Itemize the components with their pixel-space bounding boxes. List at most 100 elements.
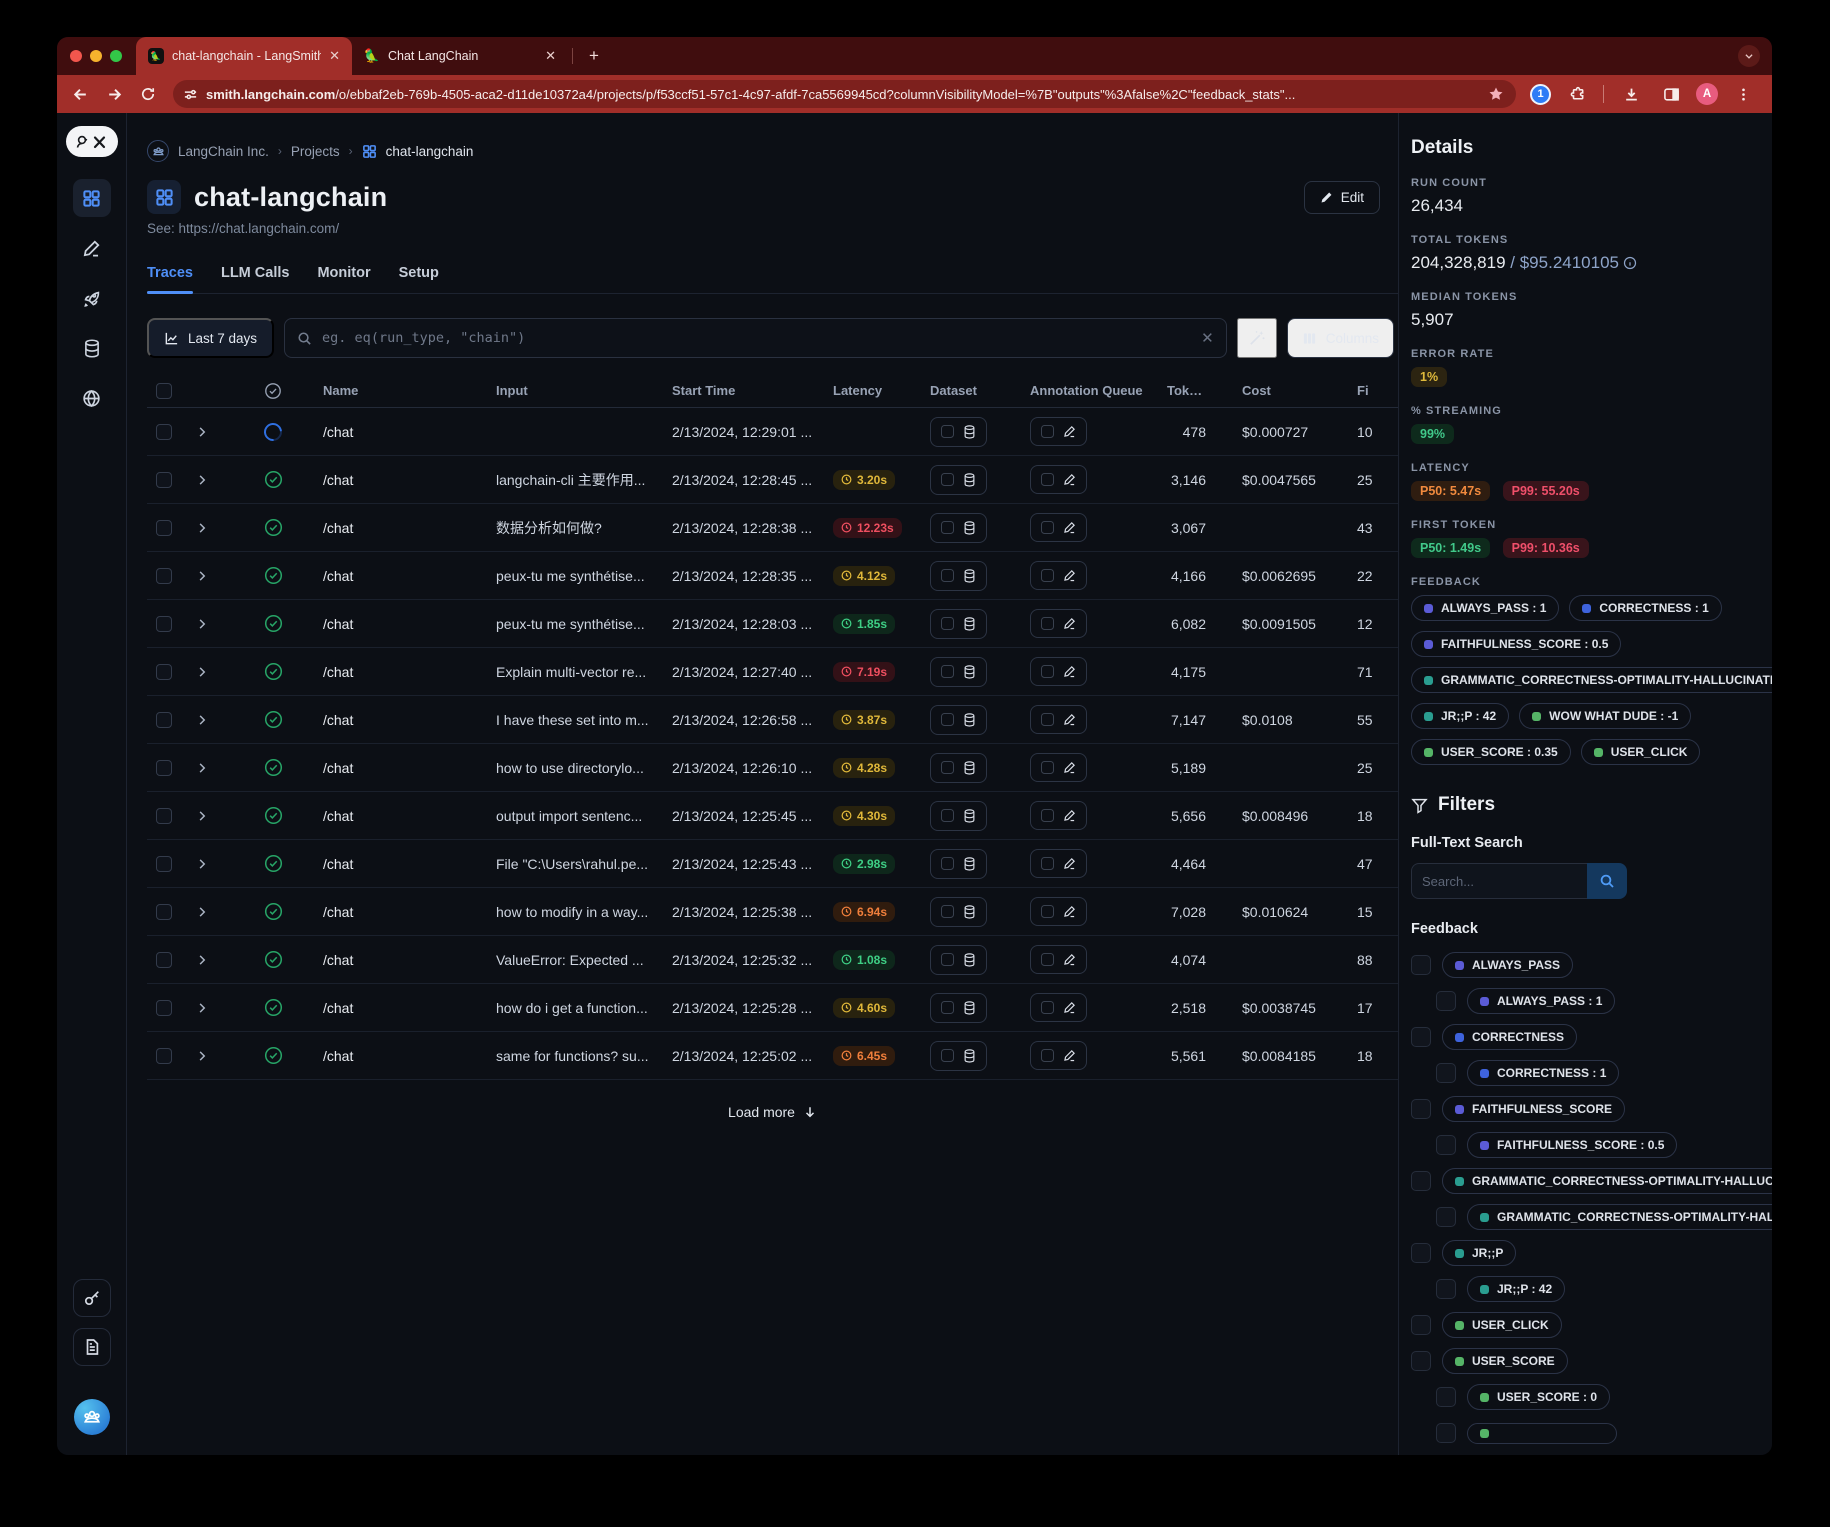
column-header-input[interactable]: Input xyxy=(496,383,528,398)
full-text-search-button[interactable] xyxy=(1587,863,1627,899)
run-name[interactable]: /chat xyxy=(323,807,354,824)
dataset-checkbox[interactable] xyxy=(941,1049,954,1062)
table-row[interactable]: /chat output import sentenc... 2/13/2024… xyxy=(147,792,1398,840)
filter-checkbox[interactable] xyxy=(1436,1063,1456,1083)
feedback-badge[interactable]: USER_CLICK xyxy=(1442,1312,1562,1338)
tab-traces[interactable]: Traces xyxy=(147,265,193,294)
feedback-badge[interactable]: USER_CLICK xyxy=(1580,739,1701,765)
dataset-checkbox[interactable] xyxy=(941,857,954,870)
column-header-latency[interactable]: Latency xyxy=(833,383,883,398)
tab-close-icon[interactable]: ✕ xyxy=(329,48,340,63)
row-expand-chevron-icon[interactable] xyxy=(181,858,223,870)
load-more-button[interactable]: Load more xyxy=(147,1092,1398,1132)
close-window-button[interactable] xyxy=(70,50,82,62)
url-text[interactable]: smith.langchain.com/o/ebbaf2eb-769b-4505… xyxy=(206,86,1296,102)
feedback-badge[interactable]: CORRECTNESS : 1 xyxy=(1569,595,1722,621)
add-to-annotation-queue-control[interactable] xyxy=(1030,849,1087,878)
sidebar-item-deployments[interactable] xyxy=(73,279,111,317)
new-tab-button[interactable]: + xyxy=(589,46,599,65)
row-expand-chevron-icon[interactable] xyxy=(181,714,223,726)
browser-tab-inactive[interactable]: 🦜 Chat LangChain ✕ xyxy=(352,37,568,75)
add-to-annotation-queue-control[interactable] xyxy=(1030,897,1087,926)
row-checkbox[interactable] xyxy=(156,1047,172,1064)
feedback-badge[interactable]: JR;;P : 42 xyxy=(1411,703,1510,729)
dataset-checkbox[interactable] xyxy=(941,1001,954,1014)
run-name[interactable]: /chat xyxy=(323,759,354,776)
maximize-window-button[interactable] xyxy=(110,50,122,62)
add-to-annotation-queue-control[interactable] xyxy=(1030,465,1087,494)
annotation-checkbox[interactable] xyxy=(1041,473,1054,486)
bookmark-star-icon[interactable] xyxy=(1488,86,1504,102)
run-name[interactable]: /chat xyxy=(323,903,354,920)
row-checkbox[interactable] xyxy=(156,951,172,968)
table-row[interactable]: /chat same for functions? su... 2/13/202… xyxy=(147,1032,1398,1080)
add-to-dataset-control[interactable] xyxy=(930,896,987,927)
add-to-annotation-queue-control[interactable] xyxy=(1030,753,1087,782)
feedback-badge[interactable]: USER_SCORE : 0 xyxy=(1467,1384,1611,1410)
dataset-checkbox[interactable] xyxy=(941,713,954,726)
dataset-checkbox[interactable] xyxy=(941,425,954,438)
run-name[interactable]: /chat xyxy=(323,471,354,488)
tab-search-chevron-icon[interactable] xyxy=(1738,45,1760,67)
filter-checkbox[interactable] xyxy=(1436,1423,1456,1443)
add-to-dataset-control[interactable] xyxy=(930,944,987,975)
annotation-checkbox[interactable] xyxy=(1041,569,1054,582)
add-to-annotation-queue-control[interactable] xyxy=(1030,609,1087,638)
filter-checkbox[interactable] xyxy=(1411,955,1431,975)
add-to-annotation-queue-control[interactable] xyxy=(1030,417,1087,446)
annotation-checkbox[interactable] xyxy=(1041,665,1054,678)
browser-profile-avatar[interactable]: A xyxy=(1696,83,1718,105)
sidebar-item-datasets[interactable] xyxy=(73,329,111,367)
annotation-checkbox[interactable] xyxy=(1041,857,1054,870)
full-text-search-input[interactable] xyxy=(1411,863,1587,899)
feedback-badge[interactable]: CORRECTNESS : 1 xyxy=(1467,1060,1620,1086)
add-to-dataset-control[interactable] xyxy=(930,704,987,735)
side-panel-icon[interactable] xyxy=(1656,79,1686,109)
row-expand-chevron-icon[interactable] xyxy=(181,906,223,918)
row-expand-chevron-icon[interactable] xyxy=(181,474,223,486)
table-row[interactable]: /chat how to use directorylo... 2/13/202… xyxy=(147,744,1398,792)
feedback-badge[interactable]: ALWAYS_PASS : 1 xyxy=(1411,595,1560,621)
dataset-checkbox[interactable] xyxy=(941,617,954,630)
tab-monitor[interactable]: Monitor xyxy=(317,265,371,281)
info-icon[interactable] xyxy=(1623,256,1637,270)
add-to-annotation-queue-control[interactable] xyxy=(1030,801,1087,830)
browser-menu-kebab-icon[interactable] xyxy=(1728,79,1758,109)
filter-checkbox[interactable] xyxy=(1411,1351,1431,1371)
add-to-annotation-queue-control[interactable] xyxy=(1030,945,1087,974)
dataset-checkbox[interactable] xyxy=(941,665,954,678)
column-header-dataset[interactable]: Dataset xyxy=(930,383,977,398)
add-to-dataset-control[interactable] xyxy=(930,1040,987,1071)
edit-button[interactable]: Edit xyxy=(1303,180,1380,214)
annotation-checkbox[interactable] xyxy=(1041,617,1054,630)
table-row[interactable]: /chat langchain-cli 主要作用... 2/13/2024, 1… xyxy=(147,456,1398,504)
add-to-dataset-control[interactable] xyxy=(930,656,987,687)
row-expand-chevron-icon[interactable] xyxy=(181,426,223,438)
run-name[interactable]: /chat xyxy=(323,999,354,1016)
site-settings-icon[interactable] xyxy=(183,87,198,102)
tab-llm-calls[interactable]: LLM Calls xyxy=(220,265,290,281)
add-to-dataset-control[interactable] xyxy=(930,608,987,639)
table-row[interactable]: /chat peux-tu me synthétise... 2/13/2024… xyxy=(147,552,1398,600)
add-to-dataset-control[interactable] xyxy=(930,512,987,543)
langsmith-logo[interactable] xyxy=(65,126,118,157)
feedback-badge[interactable]: FAITHFULNESS_SCORE xyxy=(1442,1096,1626,1122)
annotation-checkbox[interactable] xyxy=(1041,809,1054,822)
reload-icon[interactable] xyxy=(133,79,163,109)
run-name[interactable]: /chat xyxy=(323,711,354,728)
columns-button[interactable]: Columns xyxy=(1286,318,1394,358)
url-bar[interactable]: smith.langchain.com/o/ebbaf2eb-769b-4505… xyxy=(173,80,1516,108)
clear-search-icon[interactable]: ✕ xyxy=(1201,330,1214,347)
add-to-annotation-queue-control[interactable] xyxy=(1030,1041,1087,1070)
breadcrumb-projects[interactable]: Projects xyxy=(290,143,340,159)
filter-checkbox[interactable] xyxy=(1411,1171,1431,1191)
row-checkbox[interactable] xyxy=(156,423,172,440)
feedback-badge[interactable]: FAITHFULNESS_SCORE : 0.5 xyxy=(1411,631,1622,657)
row-expand-chevron-icon[interactable] xyxy=(181,954,223,966)
annotation-checkbox[interactable] xyxy=(1041,713,1054,726)
run-name[interactable]: /chat xyxy=(323,519,354,536)
filter-checkbox[interactable] xyxy=(1436,991,1456,1011)
ai-query-wand-button[interactable] xyxy=(1236,318,1277,358)
feedback-badge[interactable]: ALWAYS_PASS : 1 xyxy=(1467,988,1616,1014)
add-to-dataset-control[interactable] xyxy=(930,752,987,783)
